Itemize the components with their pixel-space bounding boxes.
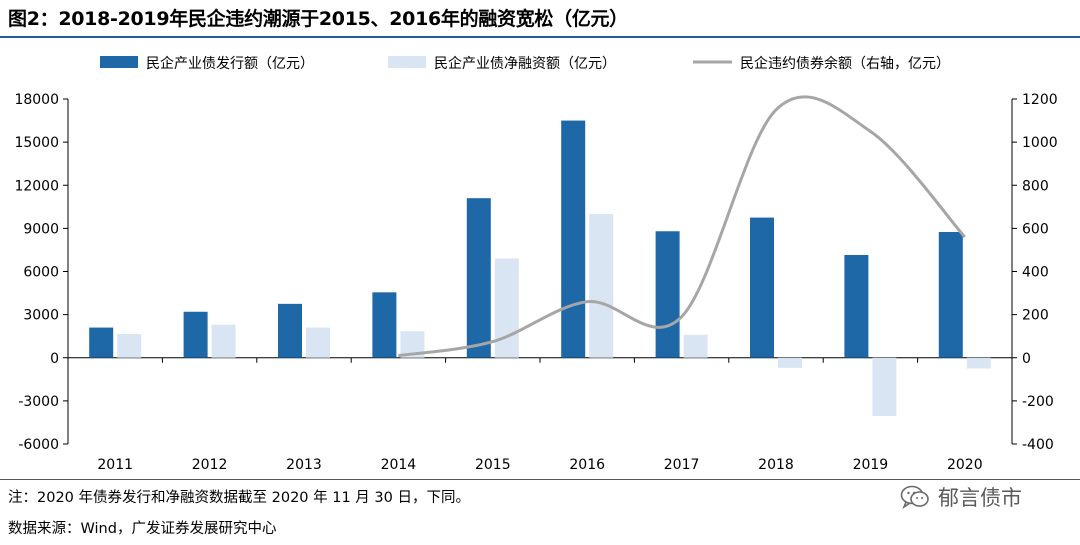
right-tick-label: 0	[1022, 351, 1031, 367]
right-tick-label: 1200	[1022, 92, 1058, 108]
bar-issuance	[372, 292, 397, 358]
left-tick-label: 18000	[14, 92, 59, 108]
line-default-balance	[398, 95, 966, 358]
x-tick-label: 2013	[286, 457, 322, 473]
left-tick-label: 12000	[14, 178, 59, 194]
right-tick-label: 200	[1022, 308, 1049, 324]
x-tick-label: 2018	[758, 457, 794, 473]
title-divider	[0, 36, 1080, 38]
bar-net-financing	[211, 324, 236, 358]
x-tick-label: 2019	[853, 457, 889, 473]
data-source: 数据来源：Wind，广发证券发展研究中心	[8, 521, 277, 537]
right-tick-label: 800	[1022, 178, 1049, 194]
bar-net-financing	[683, 334, 708, 358]
left-tick-label: 15000	[14, 135, 59, 151]
bar-net-financing	[778, 357, 802, 368]
x-tick-label: 2012	[192, 457, 228, 473]
right-tick-label: 1000	[1022, 135, 1058, 151]
x-tick-label: 2014	[381, 457, 417, 473]
right-tick-label: -400	[1022, 437, 1054, 453]
bar-issuance	[655, 231, 680, 358]
legend-label-default-balance: 民企违约债券余额（右轴，亿元）	[740, 55, 950, 72]
left-tick-label: 0	[50, 351, 59, 367]
left-tick-label: -6000	[18, 437, 59, 453]
bar-issuance	[844, 254, 869, 358]
bar-net-financing	[966, 357, 991, 369]
legend: 民企产业债发行额（亿元） 民企产业债净融资额（亿元） 民企违约债券余额（右轴，亿…	[100, 55, 950, 72]
bar-net-financing	[589, 214, 614, 358]
bar-net-financing	[872, 357, 897, 416]
legend-swatch-issuance	[100, 56, 138, 68]
left-tick-label: 6000	[23, 265, 59, 281]
legend-label-net-financing: 民企产业债净融资额（亿元）	[434, 55, 616, 72]
right-tick-label: 400	[1022, 265, 1049, 281]
bar-issuance	[466, 198, 491, 358]
wechat-icon	[900, 485, 929, 510]
chart-canvas: 民企产业债发行额（亿元） 民企产业债净融资额（亿元） 民企违约债券余额（右轴，亿…	[14, 55, 1057, 473]
x-tick-label: 2016	[569, 457, 605, 473]
right-tick-label: -200	[1022, 394, 1054, 410]
x-tick-label: 2020	[947, 457, 983, 473]
footnote: 注：2020 年债券发行和净融资数据截至 2020 年 11 月 30 日，下同…	[8, 490, 470, 506]
plot-area: -6000-30000300060009000120001500018000-4…	[14, 92, 1057, 473]
left-tick-label: 3000	[23, 308, 59, 324]
x-tick-label: 2017	[664, 457, 700, 473]
bar-issuance	[89, 327, 114, 358]
footer-divider	[0, 479, 1080, 480]
legend-swatch-net-financing	[388, 56, 426, 68]
legend-label-issuance: 民企产业债发行额（亿元）	[146, 55, 314, 72]
bar-net-financing	[117, 334, 142, 358]
bar-issuance	[561, 120, 586, 358]
watermark-text: 郁言债市	[938, 486, 1022, 510]
x-tick-label: 2011	[97, 457, 133, 473]
watermark: 郁言债市	[900, 482, 1022, 512]
left-tick-label: -3000	[18, 394, 59, 410]
figure-title: 图2：2018-2019年民企违约潮源于2015、2016年的融资宽松（亿元）	[8, 8, 628, 30]
bar-issuance	[938, 231, 963, 358]
left-tick-label: 9000	[23, 221, 59, 237]
bar-net-financing	[494, 258, 519, 358]
bar-net-financing	[306, 327, 330, 358]
right-tick-label: 600	[1022, 221, 1049, 237]
bar-issuance	[183, 311, 208, 358]
bar-issuance	[750, 217, 774, 358]
x-tick-label: 2015	[475, 457, 511, 473]
bar-issuance	[278, 303, 302, 358]
